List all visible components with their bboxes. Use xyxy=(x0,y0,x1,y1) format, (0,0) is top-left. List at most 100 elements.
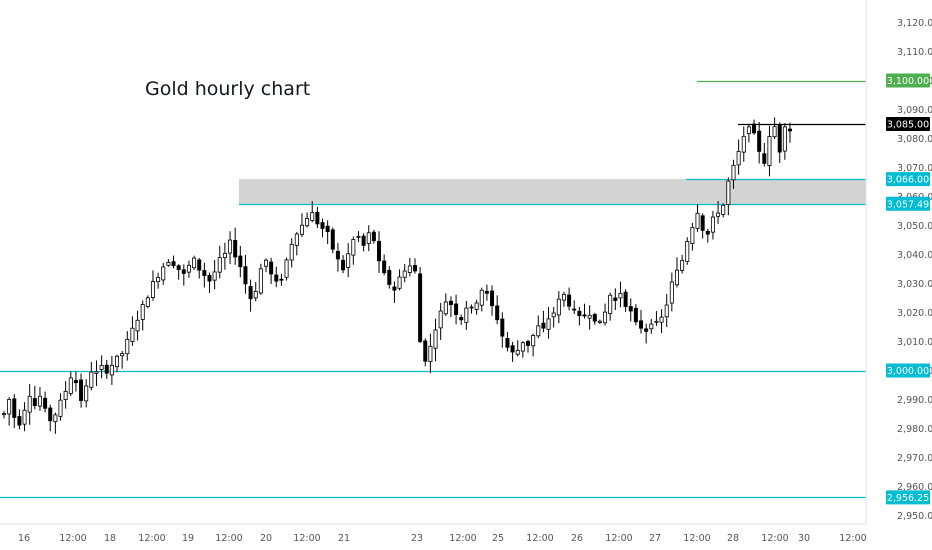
candle-body xyxy=(84,385,89,402)
candle-body xyxy=(68,377,73,394)
candle-body xyxy=(433,329,438,349)
candle-body xyxy=(428,345,433,363)
candle-body xyxy=(531,335,536,347)
price-axis[interactable]: 3,120.003,110.003,100.003,090.003,080.00… xyxy=(897,18,932,522)
price-tag-label: 2,956.25 xyxy=(887,493,929,504)
candle-body xyxy=(63,390,68,400)
candle-body xyxy=(644,328,649,332)
x-tick-label: 12:00 xyxy=(215,533,242,544)
candle-body xyxy=(79,379,84,401)
y-tick-label: 2,980.00 xyxy=(897,424,932,435)
candle-body xyxy=(546,318,551,330)
candle-body xyxy=(443,301,448,315)
candle-body xyxy=(623,291,628,308)
candle-body xyxy=(782,126,787,152)
candle-body xyxy=(104,364,109,374)
y-tick-label: 3,080.00 xyxy=(897,134,932,145)
candle-body xyxy=(490,290,495,307)
x-tick-label: 12:00 xyxy=(449,533,476,544)
candle-body xyxy=(382,260,387,274)
candle-body xyxy=(346,253,351,268)
candle-body xyxy=(341,259,346,271)
candle-body xyxy=(736,151,741,166)
candle-body xyxy=(448,300,453,305)
candle-body xyxy=(541,322,546,329)
candle-body xyxy=(536,325,541,337)
candle-body xyxy=(700,215,705,231)
price-tag xyxy=(886,172,930,187)
candle-body xyxy=(212,271,217,281)
candle-body xyxy=(233,240,238,258)
zone-rect xyxy=(239,179,866,204)
candle-body xyxy=(567,294,572,307)
candle-body xyxy=(551,312,556,318)
candle-body xyxy=(22,409,27,425)
x-tick-label: 20 xyxy=(260,533,272,544)
candle-body xyxy=(479,289,484,306)
candle-body xyxy=(628,306,633,312)
candle-body xyxy=(757,130,762,152)
candle-body xyxy=(613,297,618,301)
x-tick-label: 30 xyxy=(798,533,810,544)
price-tag xyxy=(886,73,930,88)
candle-body xyxy=(279,278,284,281)
price-levels xyxy=(0,80,866,499)
candle-body xyxy=(695,212,700,229)
x-tick-label: 21 xyxy=(338,533,350,544)
candle-body xyxy=(526,341,531,346)
y-tick-label: 2,950.00 xyxy=(897,511,932,522)
x-tick-label: 18 xyxy=(104,533,116,544)
candle-body xyxy=(284,259,289,278)
candle-body xyxy=(741,135,746,153)
candle-body xyxy=(207,274,212,282)
time-axis[interactable]: 16 12:00 18 12:00 19 12:00 20 12:00 21 23 12:00 25 1… xyxy=(18,533,867,544)
candle-body xyxy=(351,239,356,256)
price-axis-labels: 3,100.00 3,085.00 3,066.00 3,057.49 3,000.00… xyxy=(886,73,930,505)
candle-body xyxy=(361,235,366,246)
candle-body xyxy=(387,270,392,285)
y-tick-label: 3,030.00 xyxy=(897,279,932,290)
candlesticks xyxy=(2,117,793,434)
price-tag xyxy=(886,490,930,505)
candle-body xyxy=(474,302,479,310)
candle-body xyxy=(243,266,248,285)
candle-body xyxy=(156,276,161,283)
candle-body xyxy=(253,290,258,299)
candle-body xyxy=(788,128,793,132)
candle-body xyxy=(161,266,166,281)
candle-body xyxy=(746,126,751,134)
y-tick-label: 2,990.00 xyxy=(897,395,932,406)
y-tick-label: 3,120.00 xyxy=(897,18,932,29)
candle-body xyxy=(166,262,171,266)
candle-body xyxy=(310,212,315,221)
candle-body xyxy=(731,164,736,181)
x-tick-label: 25 xyxy=(492,533,504,544)
x-tick-label: 26 xyxy=(571,533,583,544)
x-tick-label: 12:00 xyxy=(683,533,710,544)
candle-body xyxy=(135,319,140,332)
candle-body xyxy=(716,212,721,217)
candle-body xyxy=(32,398,37,407)
candle-body xyxy=(710,216,715,233)
candle-body xyxy=(561,293,566,301)
candle-body xyxy=(294,233,299,246)
candle-body xyxy=(592,314,597,322)
candle-body xyxy=(377,240,382,262)
candle-body xyxy=(125,338,130,355)
candle-body xyxy=(73,380,78,384)
candle-body xyxy=(649,323,654,330)
candle-body xyxy=(469,306,474,309)
candle-body xyxy=(197,259,202,271)
candle-body xyxy=(418,273,423,342)
candle-body xyxy=(680,260,685,271)
candle-body xyxy=(315,211,320,225)
candle-body xyxy=(171,261,176,266)
candle-body xyxy=(94,371,99,374)
candle-body xyxy=(572,308,577,311)
y-tick-label: 3,090.00 xyxy=(897,105,932,116)
candle-body xyxy=(726,180,731,205)
candle-body xyxy=(495,305,500,321)
candle-body xyxy=(603,311,608,324)
candle-body xyxy=(289,243,294,261)
x-tick-label: 19 xyxy=(182,533,194,544)
